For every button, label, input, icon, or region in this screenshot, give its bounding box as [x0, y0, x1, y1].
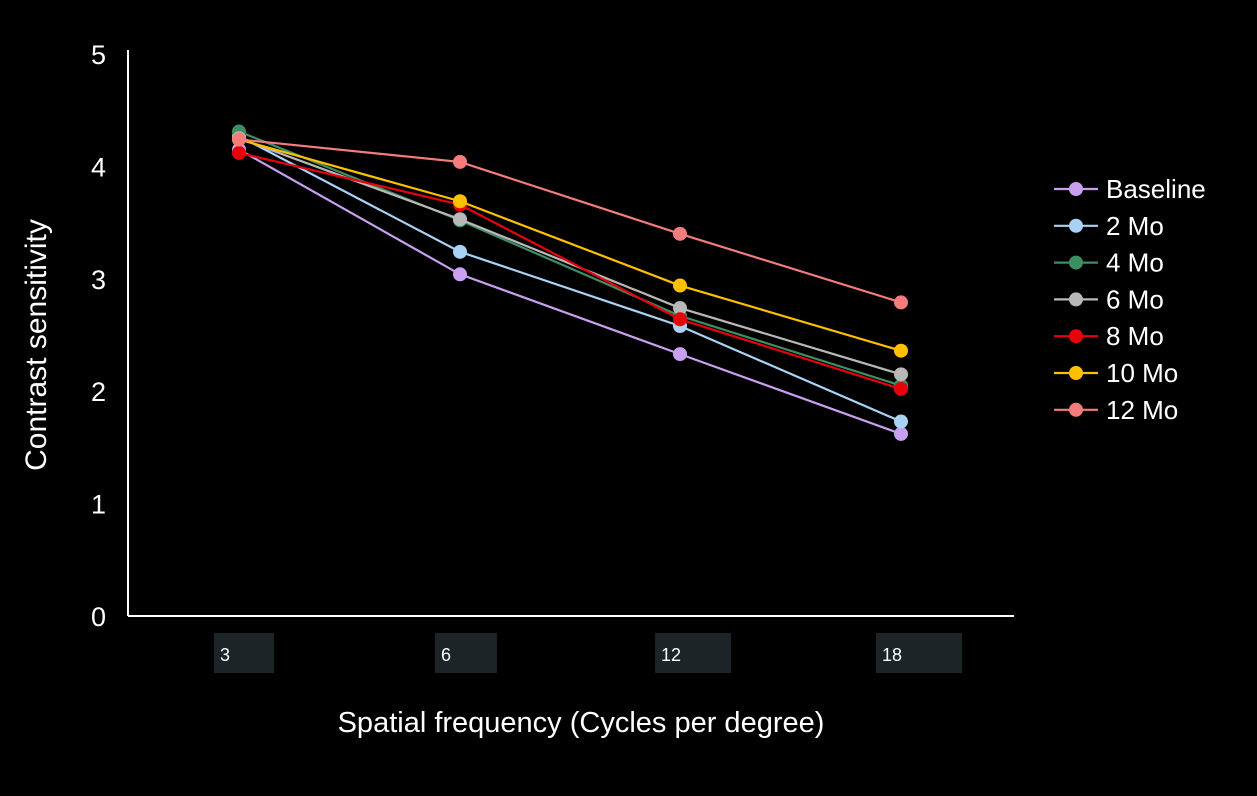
x-tick-label: 3 — [220, 645, 230, 665]
data-point — [453, 194, 467, 209]
legend-marker — [1069, 255, 1083, 270]
legend-marker — [1069, 402, 1083, 417]
series-line — [238, 138, 902, 352]
x-tick-label: 6 — [441, 645, 451, 665]
data-point — [673, 347, 687, 362]
legend-marker — [1069, 292, 1083, 307]
legend-item: 12 Mo — [1054, 395, 1178, 425]
x-tick-background — [435, 633, 497, 673]
x-tick-labels: 3 6 12 18 — [214, 633, 962, 673]
data-point — [894, 414, 908, 429]
legend-label: 12 Mo — [1106, 395, 1178, 425]
series-8-mo — [232, 145, 908, 396]
data-point — [453, 154, 467, 169]
legend-item: 8 Mo — [1054, 321, 1164, 351]
series-12-mo — [232, 132, 908, 310]
legend-label: 10 Mo — [1106, 358, 1178, 388]
series-line — [238, 151, 902, 391]
data-point — [673, 312, 687, 327]
legend-label: Baseline — [1106, 174, 1206, 204]
legend-item: 4 Mo — [1054, 248, 1164, 278]
x-tick-label: 12 — [661, 645, 681, 665]
x-tick-group: 3 — [214, 633, 274, 673]
data-point — [894, 367, 908, 382]
series-line — [238, 130, 902, 387]
x-tick-background — [655, 633, 731, 673]
x-tick-label: 18 — [882, 645, 902, 665]
x-tick-group: 12 — [655, 633, 731, 673]
y-tick-label: 0 — [91, 602, 106, 632]
y-axis-label: Contrast sensitivity — [20, 219, 53, 471]
y-tick-labels: 0 1 2 3 4 5 — [91, 40, 106, 632]
data-point — [894, 295, 908, 310]
y-tick-label: 3 — [91, 265, 106, 295]
legend-label: 4 Mo — [1106, 248, 1164, 278]
x-tick-group: 18 — [876, 633, 962, 673]
legend: Baseline 2 Mo 4 Mo 6 Mo 8 Mo 10 Mo 12 Mo — [1054, 174, 1206, 425]
series-line — [238, 138, 902, 304]
data-point — [453, 267, 467, 282]
legend-label: 6 Mo — [1106, 284, 1164, 314]
data-point — [894, 426, 908, 441]
data-point — [673, 226, 687, 241]
series-line — [238, 135, 902, 423]
data-point — [673, 278, 687, 293]
legend-marker — [1069, 182, 1083, 196]
legend-marker — [1069, 366, 1083, 380]
legend-item: 10 Mo — [1054, 358, 1178, 388]
data-point — [894, 381, 908, 396]
legend-label: 2 Mo — [1106, 211, 1164, 241]
x-axis-label: Spatial frequency (Cycles per degree) — [338, 707, 825, 739]
series-line — [238, 148, 902, 435]
legend-item: 2 Mo — [1054, 211, 1164, 241]
legend-label: 8 Mo — [1106, 321, 1164, 351]
y-tick-label: 5 — [91, 40, 106, 70]
legend-marker — [1069, 329, 1083, 344]
legend-marker — [1069, 218, 1083, 233]
y-tick-label: 4 — [91, 152, 106, 182]
data-point — [232, 132, 246, 147]
legend-item: 6 Mo — [1054, 284, 1164, 314]
data-point — [894, 343, 908, 358]
data-point — [232, 145, 246, 160]
x-tick-background — [214, 633, 274, 673]
x-tick-group: 6 — [435, 633, 497, 673]
series-lines — [232, 124, 908, 441]
data-point — [453, 244, 467, 259]
axes — [127, 50, 1014, 617]
data-point — [673, 301, 687, 316]
x-tick-background — [876, 633, 962, 673]
y-tick-label: 2 — [91, 377, 106, 407]
data-point — [453, 212, 467, 227]
legend-item: Baseline — [1054, 174, 1206, 204]
y-tick-label: 1 — [91, 490, 106, 520]
